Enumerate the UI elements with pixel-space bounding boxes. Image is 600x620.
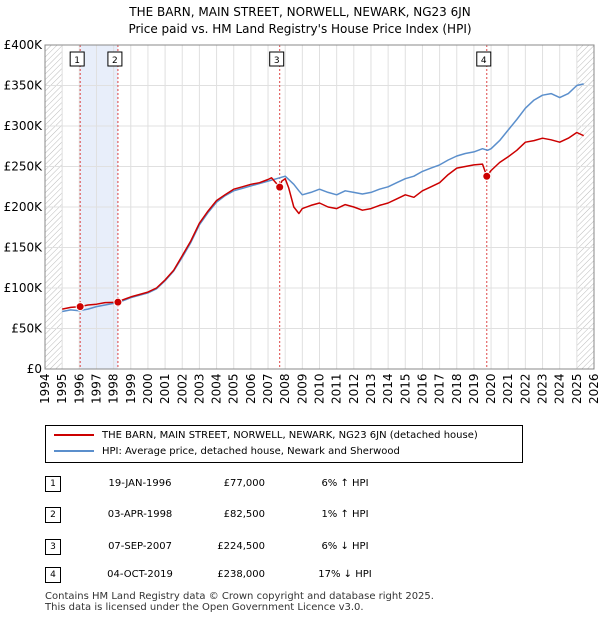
transaction-number: 1 xyxy=(45,476,61,492)
transaction-row: 4 04-OCT-2019 £238,000 17% ↓ HPI xyxy=(45,565,405,585)
transaction-date: 19-JAN-1996 xyxy=(108,478,172,489)
x-tick-label: 2016 xyxy=(415,373,429,404)
x-tick-label: 2000 xyxy=(141,373,155,404)
transaction-price: £224,500 xyxy=(217,541,265,552)
transaction-label-box xyxy=(107,51,123,67)
x-tick-label: 1995 xyxy=(55,373,69,404)
sale-point xyxy=(275,182,285,192)
transaction-label: 1 xyxy=(74,56,80,66)
x-tick-label: 2009 xyxy=(295,373,309,404)
transaction-number: 3 xyxy=(45,539,61,555)
chart-subtitle: Price paid vs. HM Land Registry's House … xyxy=(128,22,472,36)
x-tick-label: 1998 xyxy=(107,373,121,404)
x-tick-label: 2014 xyxy=(381,373,395,404)
legend-item-property: THE BARN, MAIN STREET, NORWELL, NEWARK, … xyxy=(54,428,478,444)
transaction-price: £77,000 xyxy=(223,478,265,489)
x-tick-label: 2019 xyxy=(467,373,481,404)
y-tick-label: £400K xyxy=(4,38,44,52)
transaction-price: £82,500 xyxy=(223,509,265,520)
y-tick-label: £350K xyxy=(4,79,44,93)
x-tick-label: 2022 xyxy=(518,373,532,404)
transaction-label-box xyxy=(476,51,492,67)
transaction-hpi: 6% ↓ HPI xyxy=(321,541,369,552)
x-tick-label: 2004 xyxy=(210,373,224,404)
transaction-label-box xyxy=(269,51,285,67)
x-tick-label: 2025 xyxy=(570,373,584,404)
y-tick-label: £300K xyxy=(4,119,44,133)
x-tick-label: 2010 xyxy=(313,373,327,404)
transaction-date: 03-APR-1998 xyxy=(107,509,173,520)
plot-frame xyxy=(44,44,595,370)
transaction-date: 04-OCT-2019 xyxy=(107,569,173,580)
x-tick-label: 2008 xyxy=(278,373,292,404)
transaction-row: 2 03-APR-1998 £82,500 1% ↑ HPI xyxy=(45,505,405,525)
x-tick-label: 2021 xyxy=(501,373,515,404)
footer-copyright: Contains HM Land Registry data © Crown c… xyxy=(45,591,434,602)
legend-item-hpi: HPI: Average price, detached house, Newa… xyxy=(54,444,400,460)
transaction-hpi: 6% ↑ HPI xyxy=(321,478,369,489)
x-tick-label: 2003 xyxy=(192,373,206,404)
x-tick-label: 1994 xyxy=(38,373,52,404)
transaction-hpi: 17% ↓ HPI xyxy=(318,569,372,580)
x-tick-label: 2024 xyxy=(553,373,567,404)
transaction-price: £238,000 xyxy=(217,569,265,580)
transaction-row: 3 07-SEP-2007 £224,500 6% ↓ HPI xyxy=(45,537,405,557)
x-tick-label: 2020 xyxy=(484,373,498,404)
x-tick-label: 2011 xyxy=(330,373,344,404)
x-tick-label: 2026 xyxy=(587,373,600,404)
legend-swatch-hpi xyxy=(54,450,94,452)
y-tick-label: £200K xyxy=(4,200,44,214)
transaction-date: 07-SEP-2007 xyxy=(108,541,172,552)
legend-swatch-property xyxy=(54,434,94,436)
x-tick-label: 1996 xyxy=(72,373,86,404)
transaction-row: 1 19-JAN-1996 £77,000 6% ↑ HPI xyxy=(45,474,405,494)
transaction-label: 2 xyxy=(112,56,118,66)
x-tick-label: 2002 xyxy=(175,373,189,404)
x-tick-label: 2018 xyxy=(450,373,464,404)
sale-point xyxy=(482,171,492,181)
y-tick-label: £0 xyxy=(27,362,42,376)
transaction-hpi: 1% ↑ HPI xyxy=(321,509,369,520)
sale-point xyxy=(113,297,123,307)
x-tick-label: 2012 xyxy=(347,373,361,404)
legend: THE BARN, MAIN STREET, NORWELL, NEWARK, … xyxy=(45,425,523,463)
x-tick-label: 2001 xyxy=(158,373,172,404)
x-tick-label: 2023 xyxy=(536,373,550,404)
x-tick-label: 2006 xyxy=(244,373,258,404)
y-tick-label: £50K xyxy=(11,322,43,336)
transaction-label: 4 xyxy=(481,56,487,66)
x-tick-label: 1997 xyxy=(89,373,103,404)
chart-title: THE BARN, MAIN STREET, NORWELL, NEWARK, … xyxy=(129,5,471,19)
x-tick-label: 2007 xyxy=(261,373,275,404)
y-tick-label: £250K xyxy=(4,160,44,174)
x-tick-label: 1999 xyxy=(124,373,138,404)
x-tick-label: 2005 xyxy=(227,373,241,404)
y-tick-label: £150K xyxy=(4,241,44,255)
transaction-number: 2 xyxy=(45,507,61,523)
transaction-label: 3 xyxy=(274,56,280,66)
transaction-number: 4 xyxy=(45,567,61,583)
legend-label-property: THE BARN, MAIN STREET, NORWELL, NEWARK, … xyxy=(102,430,478,441)
x-tick-label: 2017 xyxy=(433,373,447,404)
price-chart: 1 2 3 4 £0 £50K £100K £150K £200K £250K £300K £350K… xyxy=(4,38,600,404)
transaction-label-box xyxy=(69,51,85,67)
footer-licence: This data is licensed under the Open Gov… xyxy=(45,602,364,613)
y-tick-label: £100K xyxy=(4,281,44,295)
sale-point xyxy=(75,302,85,312)
x-tick-label: 2013 xyxy=(364,373,378,404)
legend-label-hpi: HPI: Average price, detached house, Newa… xyxy=(102,446,400,457)
x-tick-label: 2015 xyxy=(398,373,412,404)
series-line-property xyxy=(62,131,585,310)
